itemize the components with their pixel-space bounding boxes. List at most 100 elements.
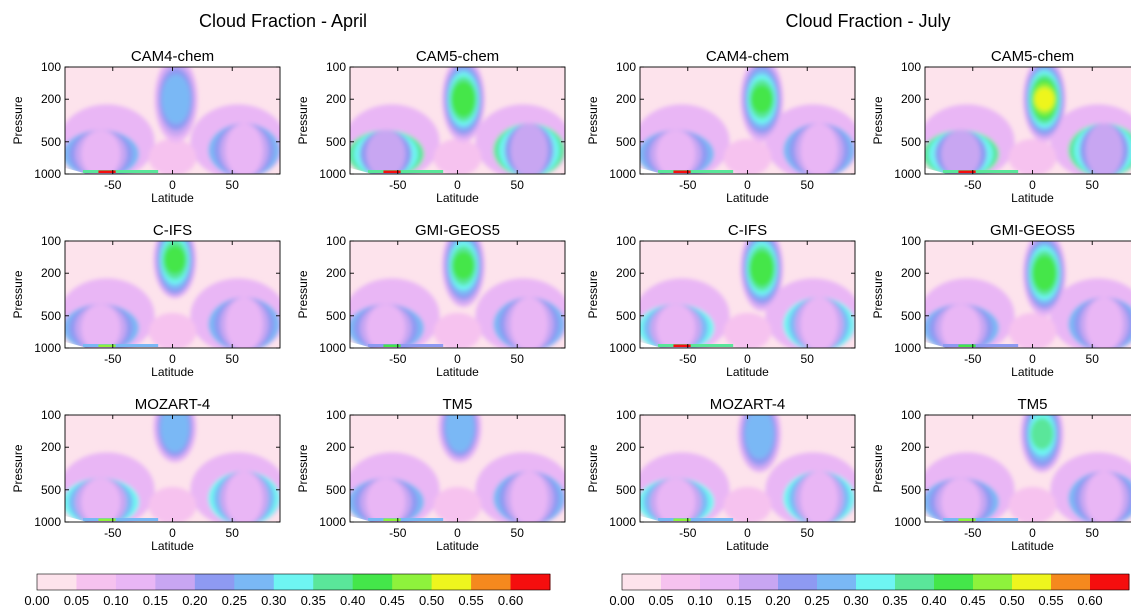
panel-april-tm5: TM5 100 200 500 1000 -50 0 50 Latitude Pressure — [296, 396, 566, 553]
colorbar-swatch — [471, 574, 512, 590]
surface-cloud-max — [958, 170, 976, 173]
y-axis-label: Pressure — [586, 444, 600, 492]
colorbar-label: 0.40 — [340, 593, 365, 608]
colorbar-swatch — [510, 574, 551, 590]
x-tick-label: 50 — [1086, 352, 1100, 366]
north-storm-track — [800, 123, 838, 174]
x-tick-label: 50 — [1086, 178, 1100, 192]
y-tick-label: 200 — [901, 440, 921, 454]
x-tick-label: 0 — [744, 352, 751, 366]
surface-cloud — [367, 170, 444, 173]
x-tick-label: 50 — [226, 178, 240, 192]
y-tick-label: 100 — [326, 408, 346, 422]
panel-title: GMI-GEOS5 — [990, 222, 1075, 239]
y-tick-label: 200 — [41, 92, 61, 106]
south-storm-track — [366, 130, 406, 174]
y-tick-label: 1000 — [894, 515, 921, 529]
colorbar-swatch — [700, 574, 740, 590]
y-tick-label: 500 — [326, 135, 346, 149]
north-storm-track — [510, 297, 548, 348]
antarctic-orography — [350, 168, 372, 174]
x-tick-label: -50 — [104, 178, 122, 192]
x-tick-label: 50 — [801, 526, 815, 540]
panel-july-gmi-geos5: GMI-GEOS5 100 200 500 1000 -50 0 50 Latitude Pres… — [871, 222, 1131, 379]
surface-cloud-max — [958, 344, 976, 347]
south-storm-track — [656, 478, 696, 522]
north-storm-track — [225, 123, 263, 174]
tropical-low-cloud — [148, 312, 197, 348]
surface-cloud — [82, 170, 159, 173]
x-tick-label: -50 — [389, 526, 407, 540]
colorbar-label: 0.20 — [182, 593, 207, 608]
x-axis-label: Latitude — [1011, 191, 1054, 205]
surface-layer — [65, 342, 159, 348]
colorbar-swatch — [817, 574, 857, 590]
colorbar-label: 0.25 — [804, 593, 829, 608]
north-storm-track — [800, 471, 838, 522]
x-tick-label: -50 — [964, 352, 982, 366]
y-tick-label: 1000 — [34, 341, 61, 355]
colorbar-swatch — [973, 574, 1013, 590]
colorbar-label: 0.10 — [687, 593, 712, 608]
antarctic-orography — [640, 168, 662, 174]
y-axis-label: Pressure — [296, 270, 310, 318]
y-tick-label: 200 — [326, 440, 346, 454]
panel-july-cam5-chem: CAM5-chem 100 200 500 1000 -50 0 50 Latitude Pres… — [871, 48, 1131, 205]
surface-layer — [925, 342, 1019, 348]
y-axis-label: Pressure — [296, 444, 310, 492]
antarctic-orography — [350, 516, 372, 522]
colorbar-label: 0.60 — [1077, 593, 1102, 608]
cloud-fraction-field — [350, 241, 565, 348]
south-storm-track — [656, 304, 696, 348]
y-tick-label: 500 — [616, 309, 636, 323]
tropical-upper-maximum — [1030, 418, 1054, 450]
y-tick-label: 200 — [41, 266, 61, 280]
colorbar-swatch — [622, 574, 662, 590]
colorbar-label: 0.55 — [1038, 593, 1063, 608]
colorbar-label: 0.60 — [498, 593, 523, 608]
surface-cloud — [657, 344, 734, 347]
y-tick-label: 500 — [326, 483, 346, 497]
colorbar-swatch — [313, 574, 354, 590]
surface-cloud-max — [383, 344, 401, 347]
colorbar-frame — [621, 573, 1130, 591]
tropical-low-cloud — [433, 486, 482, 522]
surface-cloud-max — [673, 170, 691, 173]
x-tick-label: -50 — [104, 526, 122, 540]
y-tick-label: 200 — [616, 440, 636, 454]
y-axis-label: Pressure — [586, 96, 600, 144]
south-storm-track — [81, 304, 121, 348]
x-tick-label: -50 — [964, 178, 982, 192]
surface-cloud — [657, 518, 734, 521]
y-tick-label: 200 — [326, 266, 346, 280]
north-storm-track — [1085, 471, 1123, 522]
colorbar-swatch — [661, 574, 701, 590]
colorbar-label: 0.50 — [999, 593, 1024, 608]
panel-title: GMI-GEOS5 — [415, 222, 500, 239]
panel-july-c-ifs: C-IFS 100 200 500 1000 -50 0 50 Latitude Pressure — [586, 222, 856, 379]
y-tick-label: 100 — [901, 408, 921, 422]
surface-cloud — [942, 518, 1019, 521]
surface-cloud-max — [673, 344, 691, 347]
antarctic-orography — [925, 516, 947, 522]
y-tick-label: 200 — [901, 92, 921, 106]
antarctic-orography — [925, 168, 947, 174]
north-storm-track — [1085, 123, 1123, 174]
panel-title: MOZART-4 — [135, 396, 211, 413]
x-tick-label: -50 — [679, 526, 697, 540]
x-axis-label: Latitude — [726, 191, 769, 205]
y-tick-label: 1000 — [894, 167, 921, 181]
colorbar-swatch — [155, 574, 196, 590]
x-tick-label: 50 — [511, 526, 525, 540]
x-axis-label: Latitude — [1011, 539, 1054, 553]
y-tick-label: 100 — [41, 234, 61, 248]
y-tick-label: 1000 — [34, 167, 61, 181]
y-tick-label: 500 — [616, 483, 636, 497]
colorbar-swatch — [273, 574, 314, 590]
colorbar-swatch — [234, 574, 275, 590]
panel-title: MOZART-4 — [710, 396, 786, 413]
surface-cloud — [942, 170, 1019, 173]
x-axis-label: Latitude — [151, 365, 194, 379]
tropical-low-cloud — [723, 486, 772, 522]
colorbar-label: 0.55 — [458, 593, 483, 608]
